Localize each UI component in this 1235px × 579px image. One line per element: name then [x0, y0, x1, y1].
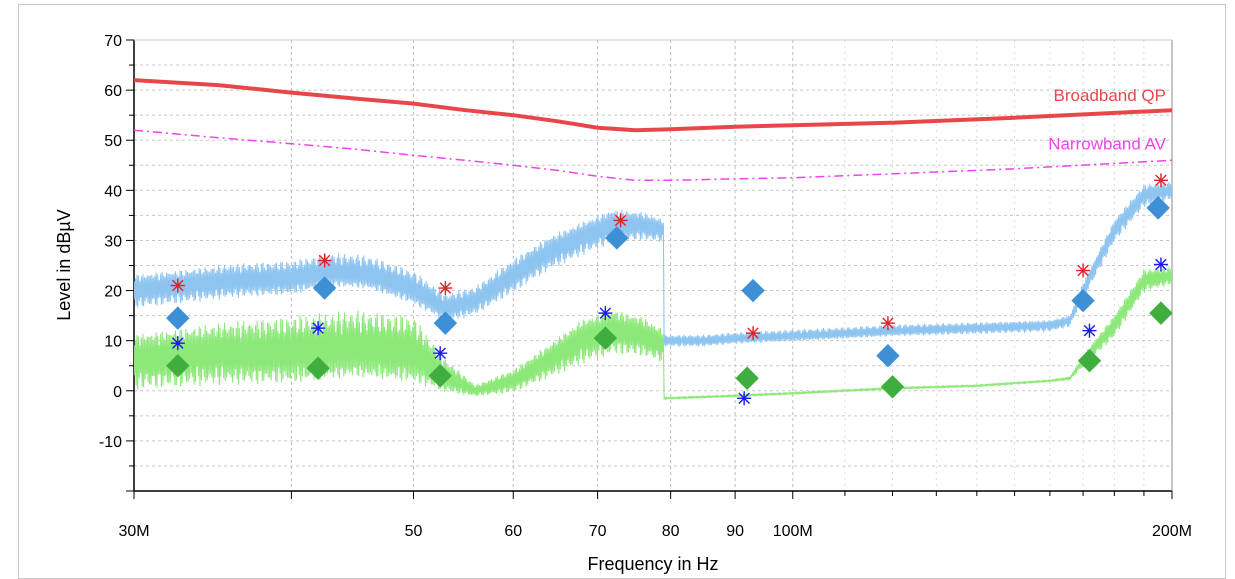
green-diamond-marker	[735, 366, 759, 390]
y-tick-label: 70	[104, 33, 122, 50]
x-tick-label: 100M	[773, 523, 813, 540]
average-trace	[134, 267, 1172, 400]
red-asterisk-marker	[1076, 263, 1091, 278]
green-diamond-marker	[166, 354, 190, 378]
blue-asterisk-marker	[737, 391, 752, 406]
x-tick-label: 70	[589, 523, 607, 540]
red-asterisk-marker	[170, 278, 185, 293]
blue-diamond-marker	[166, 306, 190, 330]
x-tick-label: 60	[504, 523, 522, 540]
x-axis-title: Frequency in Hz	[587, 554, 718, 574]
blue-diamond-marker	[1071, 288, 1095, 313]
green-diamond-marker	[880, 375, 905, 399]
blue-asterisk-marker	[433, 346, 448, 361]
blue-diamond-marker	[1146, 196, 1170, 220]
blue-asterisk-marker	[311, 321, 326, 336]
narrowband-av-label: Narrowband AV	[1048, 134, 1166, 153]
y-tick-label: 0	[113, 384, 122, 401]
blue-asterisk-marker	[1082, 323, 1097, 338]
green-diamond-marker	[1077, 349, 1102, 373]
broadband-qp-label: Broadband QP	[1054, 86, 1166, 105]
green-diamond-marker	[306, 356, 330, 380]
x-tick-label: 30M	[118, 523, 149, 540]
limit-lines	[134, 78, 1172, 182]
y-axis-title: Level in dBµV	[54, 209, 74, 320]
blue-diamond-marker	[312, 276, 337, 300]
blue-diamond-marker	[876, 343, 900, 368]
y-tick-label: -10	[99, 434, 122, 451]
y-tick-label: 20	[104, 284, 122, 301]
x-tick-label: 80	[662, 523, 680, 540]
green-diamond-marker	[593, 326, 618, 350]
blue-asterisk-marker	[598, 306, 613, 321]
y-tick-label: 50	[104, 133, 122, 150]
y-tick-labels: 70 60 50 40 30 20 10 0 -10	[99, 33, 122, 451]
red-asterisk-marker	[880, 316, 895, 331]
red-asterisk-marker	[317, 253, 332, 268]
y-tick-label: 30	[104, 233, 122, 250]
peak-trace	[134, 181, 1172, 347]
limit-labels: Broadband QP Narrowband AV	[1048, 86, 1166, 153]
y-tick-label: 10	[104, 334, 122, 351]
x-tick-label: 200M	[1152, 523, 1192, 540]
red-asterisk-marker	[1153, 173, 1168, 188]
blue-diamond-marker	[433, 311, 458, 335]
red-asterisk-marker	[613, 213, 628, 228]
y-tick-label: 40	[104, 183, 122, 200]
green-diamond-marker	[428, 364, 452, 388]
series-lines	[134, 181, 1172, 400]
blue-diamond-marker	[741, 278, 765, 303]
red-asterisk-marker	[438, 281, 453, 296]
narrowband-av-line	[134, 129, 1172, 182]
blue-diamond-marker	[605, 226, 629, 250]
green-diamond-marker	[1149, 301, 1173, 325]
x-tick-label: 50	[405, 523, 423, 540]
x-tick-label: 90	[726, 523, 744, 540]
y-tick-label: 60	[104, 83, 122, 100]
red-asterisk-marker	[746, 326, 761, 341]
markers	[166, 173, 1173, 406]
broadband-qp-line	[134, 78, 1172, 133]
blue-asterisk-marker	[170, 336, 185, 351]
axes	[126, 39, 1173, 499]
x-tick-labels: 30M 50 60 70 80 90 100M 200M	[118, 523, 1192, 540]
blue-asterisk-marker	[1153, 257, 1168, 272]
